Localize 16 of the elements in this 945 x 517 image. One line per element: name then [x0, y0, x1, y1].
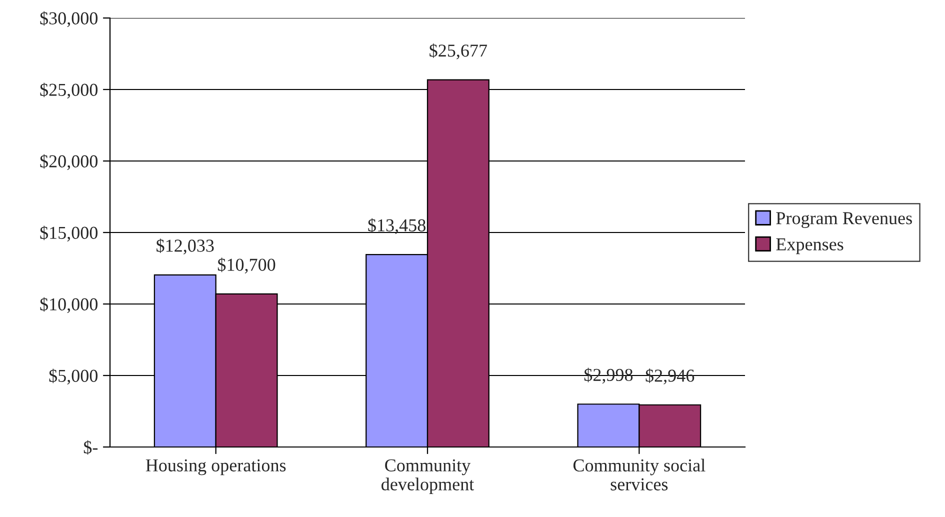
- y-tick-label: $30,000: [40, 11, 98, 28]
- legend-label: Program Revenues: [776, 212, 912, 228]
- y-tick-label: $25,000: [40, 82, 98, 99]
- y-tick-label: $20,000: [40, 154, 98, 170]
- y-tick-label: $-: [84, 440, 98, 455]
- y-tick-label: $15,000: [40, 226, 98, 242]
- x-tick-label: Housing operations: [146, 459, 286, 476]
- y-tick-label: $10,000: [40, 297, 98, 314]
- data-label: $13,458: [368, 218, 426, 234]
- legend-label: Expenses: [776, 238, 844, 254]
- data-label: $10,700: [218, 258, 276, 274]
- x-tick-label: Community social services: [573, 458, 706, 490]
- x-tick-label: Community development: [382, 459, 474, 494]
- data-label: $25,677: [430, 43, 488, 60]
- y-tick-label: $5,000: [49, 368, 98, 385]
- data-label: $12,033: [156, 238, 214, 254]
